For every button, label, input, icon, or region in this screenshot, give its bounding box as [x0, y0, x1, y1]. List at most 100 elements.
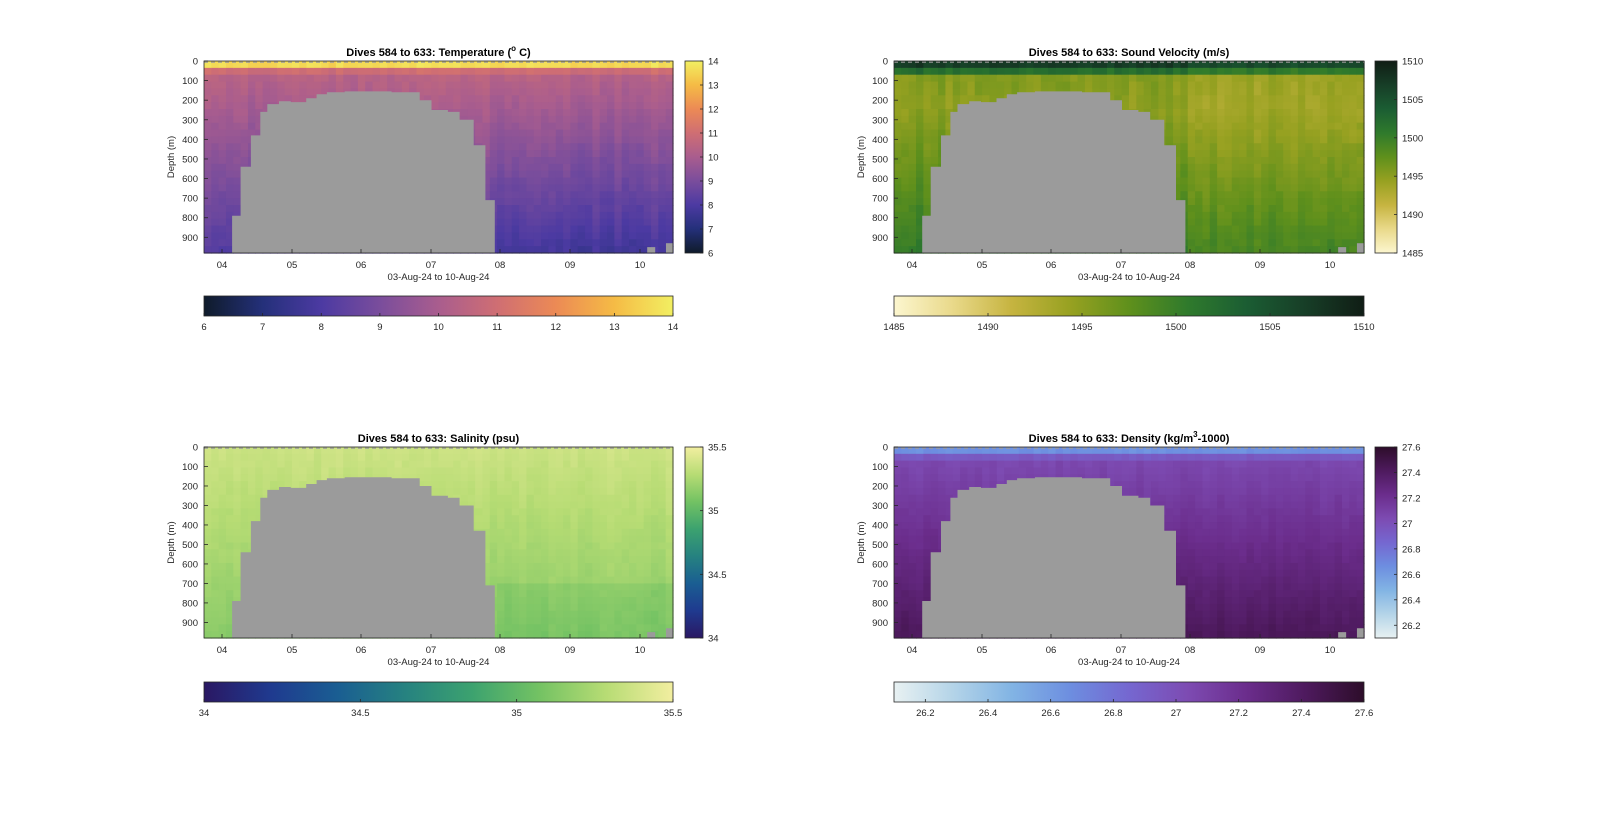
heatmap-cell: [489, 191, 498, 199]
heatmap-cell: [1261, 157, 1270, 165]
heatmap-cell: [930, 102, 939, 110]
seafloor-bathymetry: [232, 91, 495, 254]
heatmap-cell: [1283, 88, 1292, 96]
heatmap-cell: [1305, 136, 1314, 144]
heatmap-cell: [1084, 81, 1093, 90]
heatmap-cell: [930, 109, 939, 117]
heatmap-cell: [592, 170, 601, 179]
heatmap-cell: [577, 95, 586, 103]
heatmap-cell: [1195, 129, 1204, 138]
heatmap-cell: [1268, 239, 1277, 247]
heatmap-cell: [1356, 157, 1365, 165]
heatmap-cell: [233, 122, 242, 131]
heatmap-cell: [960, 81, 969, 90]
heatmap-cell: [643, 74, 652, 83]
heatmap-cell: [1275, 81, 1284, 90]
heatmap-cell: [614, 163, 623, 172]
heatmap-cell: [1268, 157, 1277, 165]
heatmap-cell: [489, 157, 498, 165]
heatmap-cell: [592, 157, 601, 165]
heatmap-cell: [930, 122, 939, 131]
heatmap-cell: [541, 184, 550, 192]
heatmap-cell: [497, 81, 506, 90]
colorbar-tick-label: 14: [708, 57, 719, 68]
heatmap-cell: [967, 74, 976, 83]
heatmap-cell: [225, 515, 234, 523]
heatmap-cell: [555, 102, 564, 110]
colorbar-tick-label: 10: [433, 322, 444, 333]
x-tick-label: 08: [495, 260, 506, 271]
heatmap-cell: [1319, 109, 1328, 117]
heatmap-cell: [1290, 102, 1299, 110]
heatmap-cell: [548, 225, 557, 234]
heatmap-cell: [211, 556, 220, 564]
heatmap-cell: [665, 61, 674, 69]
heatmap-cell: [1275, 102, 1284, 110]
heatmap-cell: [211, 218, 220, 227]
heatmap-cell: [497, 211, 506, 220]
heatmap-cell: [1349, 88, 1358, 96]
heatmap-cell: [541, 232, 550, 240]
heatmap-cell: [1297, 246, 1306, 254]
heatmap-cell: [204, 143, 212, 151]
heatmap-cell: [1297, 163, 1306, 172]
heatmap-cell: [1297, 225, 1306, 234]
heatmap-cell: [1341, 136, 1350, 144]
heatmap-cell: [1327, 115, 1336, 124]
heatmap-cell: [511, 232, 520, 240]
heatmap-cell: [394, 447, 403, 455]
heatmap-cell: [665, 205, 674, 213]
heatmap-cell: [621, 88, 630, 96]
heatmap-cell: [570, 246, 579, 254]
heatmap-cell: [262, 88, 271, 96]
heatmap-cell: [1202, 225, 1211, 234]
heatmap-cell: [453, 67, 462, 76]
heatmap-cell: [1018, 88, 1027, 96]
heatmap-cell: [1246, 184, 1255, 192]
heatmap-cell: [1202, 122, 1211, 131]
heatmap-cell: [1319, 122, 1328, 131]
heatmap-cell: [504, 129, 513, 138]
heatmap-cell: [372, 81, 381, 90]
heatmap-cell: [1312, 184, 1321, 192]
heatmap-cell: [233, 460, 242, 469]
heatmap-cell: [497, 631, 506, 639]
heatmap-cell: [923, 115, 932, 124]
heatmap-cell: [1239, 109, 1248, 117]
heatmap-cell: [482, 115, 491, 124]
heatmap-cell: [416, 88, 425, 96]
heatmap-cell: [1246, 115, 1255, 124]
heatmap-cell: [218, 501, 227, 509]
heatmap-cell: [1327, 170, 1336, 179]
heatmap-cell: [1224, 177, 1233, 186]
heatmap-cell: [636, 157, 645, 165]
heatmap-cell: [511, 239, 520, 247]
heatmap-cell: [204, 481, 212, 489]
heatmap-cell: [511, 246, 520, 254]
heatmap-cell: [541, 177, 550, 186]
heatmap-cell: [901, 198, 910, 206]
heatmap-cell: [379, 67, 388, 76]
heatmap-cell: [541, 163, 550, 172]
heatmap-cell: [1327, 61, 1336, 69]
heatmap-cell: [570, 225, 579, 234]
colorbar-tick-label: 1490: [977, 322, 998, 333]
heatmap-cell: [1253, 143, 1262, 151]
heatmap-cell: [489, 467, 498, 475]
heatmap-cell: [233, 481, 242, 489]
heatmap-cell: [901, 88, 910, 96]
heatmap-cell: [651, 136, 659, 144]
heatmap-cell: [1246, 211, 1255, 220]
heatmap-cell: [577, 205, 586, 213]
heatmap-cell: [1319, 170, 1328, 179]
heatmap-cell: [1356, 211, 1365, 220]
colorbar-tick-label: 6: [201, 322, 206, 333]
heatmap-cell: [1165, 61, 1174, 69]
heatmap-cell: [1202, 81, 1211, 90]
heatmap-cell: [563, 61, 572, 69]
heatmap-cell: [218, 122, 227, 131]
heatmap-cell: [585, 81, 593, 90]
heatmap-cell: [643, 205, 652, 213]
heatmap-cell: [938, 67, 946, 76]
heatmap-cell: [960, 67, 969, 76]
